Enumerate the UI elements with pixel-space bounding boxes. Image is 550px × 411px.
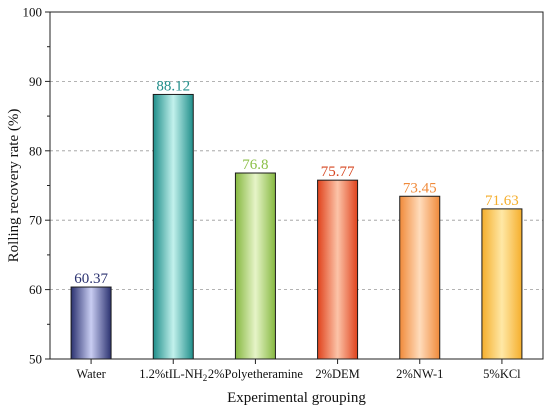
bar-layer xyxy=(70,93,523,360)
grid-layer xyxy=(50,81,543,291)
bar-2-dem xyxy=(317,179,359,360)
data-label-2-polyetheramine: 76.8 xyxy=(242,157,268,173)
bar-2-polyetheramine xyxy=(234,172,276,360)
x-tick-label-2-nw-1: 2%NW-1 xyxy=(396,367,443,381)
data-label-2-nw-1: 73.45 xyxy=(403,180,437,196)
x-tick-label-2-dem: 2%DEM xyxy=(315,367,359,381)
data-label-water: 60.37 xyxy=(74,271,108,287)
y-axis-title: Rolling recovery rate (%) xyxy=(6,109,22,263)
bar-1-2-til-nh2 xyxy=(152,93,194,360)
x-axis-title: Experimental grouping xyxy=(227,390,366,406)
y-tick-label-70: 70 xyxy=(29,213,42,228)
x-tick-label-water: Water xyxy=(76,367,106,381)
y-tick-label-60: 60 xyxy=(29,282,42,297)
y-tick-label-50: 50 xyxy=(29,352,42,367)
data-label-2-dem: 75.77 xyxy=(321,164,355,180)
x-tick-label-5-kcl: 5%KCl xyxy=(483,367,521,381)
y-tick-label-80: 80 xyxy=(29,143,42,158)
x-tick-label-2-polyetheramine: 2%Polyetheramine xyxy=(208,367,304,381)
plot-frame xyxy=(49,11,544,360)
x-tick-label-1-2-til-nh2: 1.2%tIL-NH2 xyxy=(139,367,207,383)
y-tick-label-100: 100 xyxy=(23,5,43,20)
bar-5-kcl xyxy=(481,208,523,360)
axis-layer: 50 60 70 80 90 100 Water 1.2%tIL-NH2 2%Polyether… xyxy=(23,5,522,384)
y-tick-label-90: 90 xyxy=(29,74,42,89)
data-label-5-kcl: 71.63 xyxy=(485,193,519,209)
data-label-1-2-til-nh2: 88.12 xyxy=(156,78,190,94)
label-layer: 60.37 88.12 76.8 75.77 73.45 71.63 xyxy=(74,78,519,287)
bar-water xyxy=(70,286,112,360)
bar-2-nw-1 xyxy=(399,195,441,360)
